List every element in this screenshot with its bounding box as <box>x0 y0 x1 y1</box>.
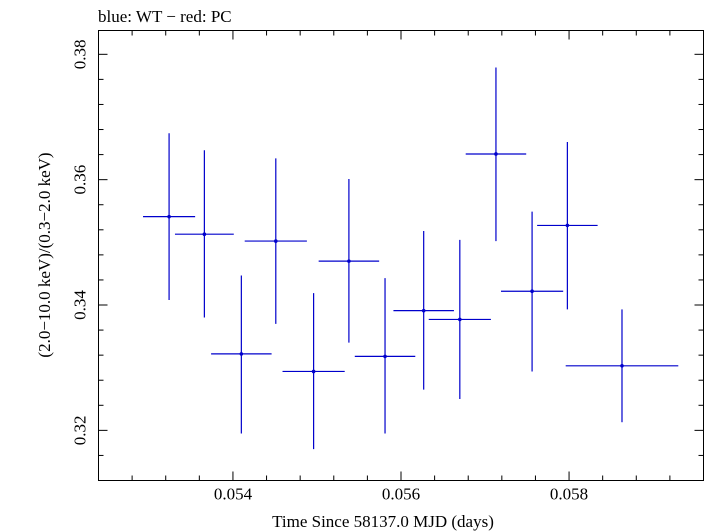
data-marker <box>565 223 570 228</box>
data-point <box>428 239 491 400</box>
data-point <box>500 211 564 372</box>
data-marker <box>167 214 171 219</box>
data-point <box>537 142 598 310</box>
data-point <box>465 67 527 242</box>
data-point <box>244 158 307 324</box>
data-point <box>211 275 272 434</box>
data-marker <box>239 352 244 356</box>
data-marker <box>202 232 207 236</box>
x-tick-label: 0.058 <box>550 485 588 504</box>
y-tick-label: 0.34 <box>71 290 90 320</box>
x-axis-title: Time Since 58137.0 MJD (days) <box>272 512 494 531</box>
data-point <box>354 278 416 434</box>
data-point <box>174 150 234 318</box>
axis-ticks <box>98 30 704 481</box>
axis-tick-labels: 0.054 0.056 0.058 0.32 0.34 0.36 0.38 <box>71 39 589 503</box>
x-tick-label: 0.056 <box>382 485 420 504</box>
data-marker <box>421 308 426 313</box>
data-marker <box>347 259 351 263</box>
data-marker <box>383 354 387 359</box>
data-marker <box>273 239 278 243</box>
data-marker <box>530 289 534 294</box>
y-tick-label: 0.38 <box>71 39 90 69</box>
data-point <box>565 309 679 423</box>
data-marker <box>620 364 624 368</box>
y-axis-title: (2.0−10.0 keV)/(0.3−2.0 keV) <box>35 152 54 357</box>
data-points <box>143 67 679 450</box>
data-marker <box>311 369 316 374</box>
data-point <box>143 133 196 300</box>
data-point <box>393 231 454 390</box>
y-tick-label: 0.32 <box>71 415 90 445</box>
data-marker <box>494 152 498 156</box>
chart-title: blue: WT − red: PC <box>98 7 232 26</box>
data-point <box>318 179 380 343</box>
x-tick-label: 0.054 <box>214 485 253 504</box>
data-point <box>282 293 345 450</box>
data-marker <box>458 317 462 322</box>
plot-frame <box>98 30 704 481</box>
y-tick-label: 0.36 <box>71 165 90 195</box>
